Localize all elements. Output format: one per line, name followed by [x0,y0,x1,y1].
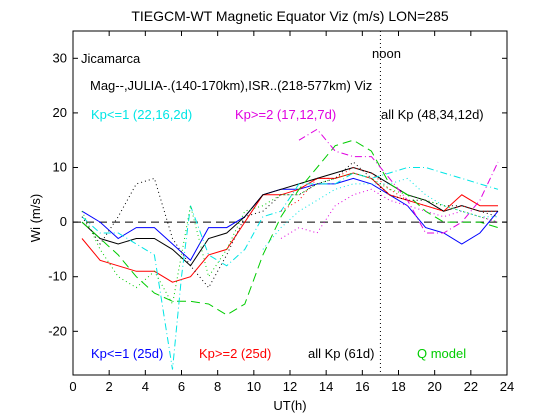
chart-title: TIEGCM-WT Magnetic Equator Viz (m/s) LON… [131,8,449,24]
x-tick-label: 8 [214,379,221,394]
x-tick-label: 0 [69,379,76,394]
top-legend-entry: Kp>=2 (17,12,7d) [235,107,336,122]
noon-label: noon [372,46,401,61]
y-tick-label: 20 [53,105,67,120]
y-tick-label: -20 [48,323,67,338]
x-tick-label: 6 [178,379,185,394]
series-line-1 [81,177,499,262]
x-tick-label: 14 [319,379,333,394]
y-axis-label: Wi (m/s) [28,194,43,242]
station-label: Jicamarca [81,51,141,66]
x-tick-label: 20 [427,379,441,394]
series-line-6 [298,128,499,234]
x-tick-label: 2 [106,379,113,394]
y-tick-label: 0 [60,214,67,229]
y-tick-label: 30 [53,50,67,65]
y-tick-label: 10 [53,160,67,175]
x-tick-label: 16 [355,379,369,394]
bottom-legend-entry: Kp<=1 (25d) [91,346,163,361]
series-line-11 [262,177,498,250]
x-tick-label: 12 [283,379,297,394]
bottom-legend-entry: all Kp (61d) [308,346,374,361]
series-line-8 [81,172,499,306]
top-legend-entry: Kp<=1 (22,16,2d) [91,107,192,122]
x-tick-label: 10 [247,379,261,394]
top-legend-entry: all Kp (48,34,12d) [381,107,484,122]
x-tick-label: 18 [391,379,405,394]
series-line-3 [81,166,498,267]
plot-area [73,31,507,375]
bottom-legend-entry: Kp>=2 (25d) [199,346,271,361]
x-tick-label: 4 [142,379,149,394]
y-tick-label: -10 [48,269,67,284]
annotation-layer: Jicamarca Mag--,JULIA-.(140-170km),ISR..(… [81,46,484,361]
series-line-2 [81,172,498,283]
bottom-legend-entry: Q model [417,346,466,361]
x-tick-label: 24 [500,379,514,394]
method-description: Mag--,JULIA-.(140-170km),ISR..(218-577km… [90,78,372,93]
series-layer [81,128,499,370]
x-axis-label: UT(h) [273,398,306,413]
series-line-4 [81,139,499,316]
x-tick-label: 22 [464,379,478,394]
